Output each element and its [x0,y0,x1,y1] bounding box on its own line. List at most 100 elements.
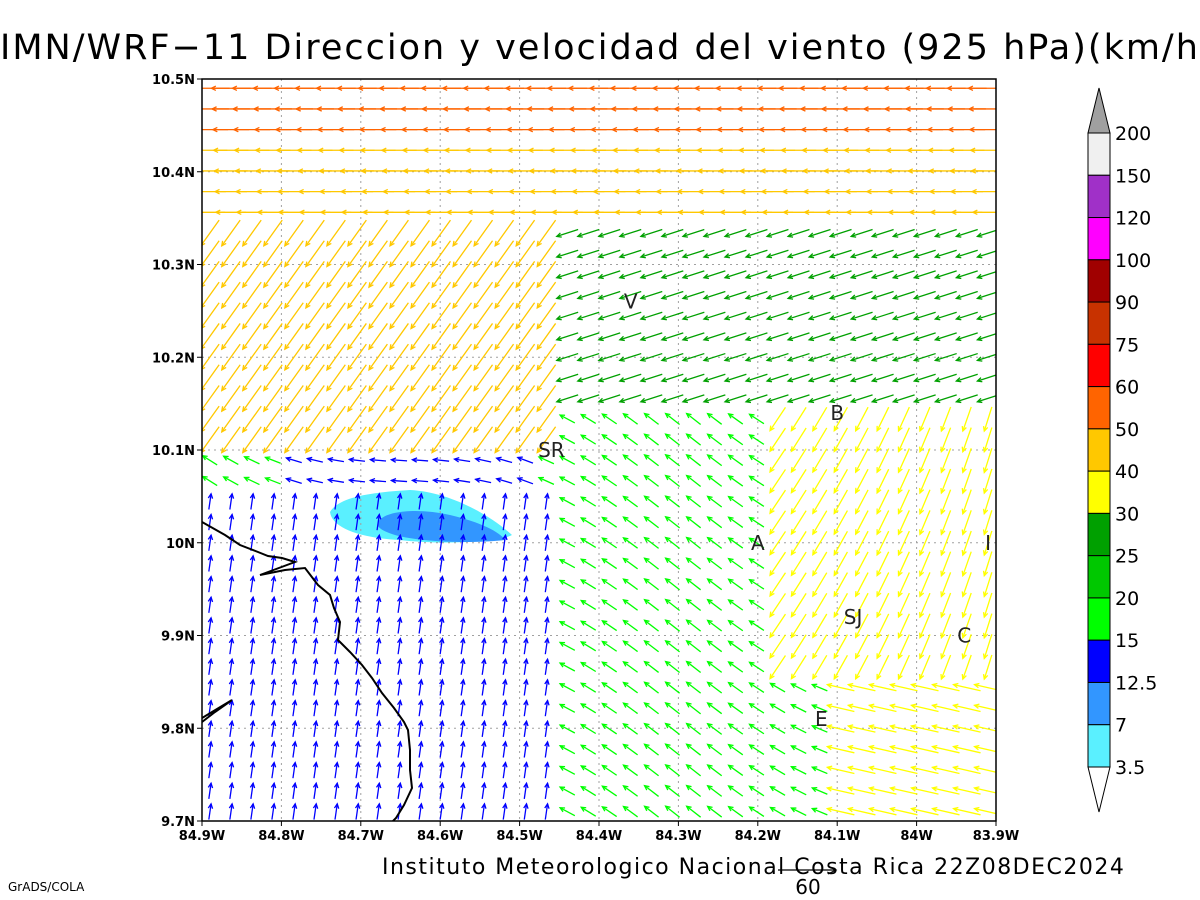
wind-vector [502,699,508,717]
wind-vector [418,761,424,779]
wind-vector [769,655,787,680]
wind-vector [431,343,452,372]
wind-vector [685,681,702,694]
wind-vector [291,492,298,510]
place-labels: V B SR A I SJ C E [538,290,991,731]
wind-vector [220,364,241,392]
wind-vector [544,637,550,655]
colorbar-segment [1087,681,1111,726]
wind-vector [202,323,220,350]
wind-vector [790,724,807,734]
wind-vector [622,660,639,673]
wind-vector [347,302,367,330]
wind-vector [748,682,765,693]
wind-vector [706,805,723,818]
wind-vector [410,343,430,372]
wind-vector [727,599,744,611]
lon-tick-label: 84.5W [496,829,542,844]
wind-vector [748,640,765,652]
wind-vector [601,475,618,487]
wind-vector [536,364,557,392]
wind-vector [912,290,936,300]
wind-vector [748,558,765,569]
wind-vector [494,364,515,392]
wind-vector [891,352,915,362]
wind-vector [786,373,810,383]
wind-vector [912,352,936,362]
lat-tick-label: 10.1N [152,444,195,459]
wind-vector [558,476,576,486]
wind-vector [305,219,325,248]
wind-vector [481,492,487,510]
wind-vector [291,719,298,737]
wind-vector [812,448,828,474]
colorbar-segment [1087,132,1111,176]
wind-vector [888,806,918,816]
wind-vector [854,654,869,681]
colorbar-label: 75 [1115,334,1139,356]
wind-vector [833,613,848,639]
wind-vector [410,477,429,484]
wind-vector [473,426,494,454]
wind-vector [685,701,702,715]
wind-vector [825,724,855,733]
wind-vector [375,492,382,510]
wind-vector [312,657,319,675]
wind-vector [706,681,723,694]
wind-vector [536,240,557,268]
wind-vector [664,536,681,550]
wind-vector [558,434,576,445]
wind-vector [270,616,277,634]
wind-vector [418,802,424,820]
wind-vector [940,406,952,433]
wind-vector [706,474,723,487]
wind-vector [354,678,361,696]
wind-vector [664,660,681,674]
wind-vector [291,781,298,799]
wind-vector [854,530,869,557]
wind-vector [769,531,787,556]
wind-vector [846,744,876,754]
wind-vector [723,270,747,280]
wind-vector [876,406,890,433]
wind-vector [833,592,848,619]
wind-vector [810,704,828,713]
wind-vector [765,373,789,383]
wind-vector [786,394,810,404]
wind-vector [618,270,642,280]
wind-vector [664,474,681,488]
wind-vector [982,427,993,454]
wind-vector [576,394,600,404]
wind-vector [622,495,639,508]
wind-vector [601,495,618,508]
wind-vector [460,740,466,758]
wind-vector [786,249,810,259]
wind-vector [305,405,325,434]
wind-vector [973,765,996,773]
wind-vector [312,781,319,799]
wind-vector [790,683,807,693]
wind-vector [460,781,466,799]
wind-vector [828,311,852,321]
wind-vector [769,786,786,796]
wind-vector [523,575,529,593]
wind-vector [220,240,241,268]
wind-vector [639,352,663,362]
wind-vector [854,551,869,577]
wind-vector [241,240,262,268]
wind-vector [828,270,852,280]
wind-vector [685,784,702,798]
wind-vector [931,682,960,692]
wind-vector [347,426,367,454]
wind-vector [790,551,807,577]
wind-vector [897,654,910,681]
wind-vector [220,219,241,248]
wind-vector [622,784,639,797]
wind-vector [723,290,747,300]
place-label-e: E [815,707,828,731]
wind-vector [473,281,494,310]
wind-vector [975,250,996,259]
wind-vector [333,657,340,675]
wind-vector [952,786,981,795]
